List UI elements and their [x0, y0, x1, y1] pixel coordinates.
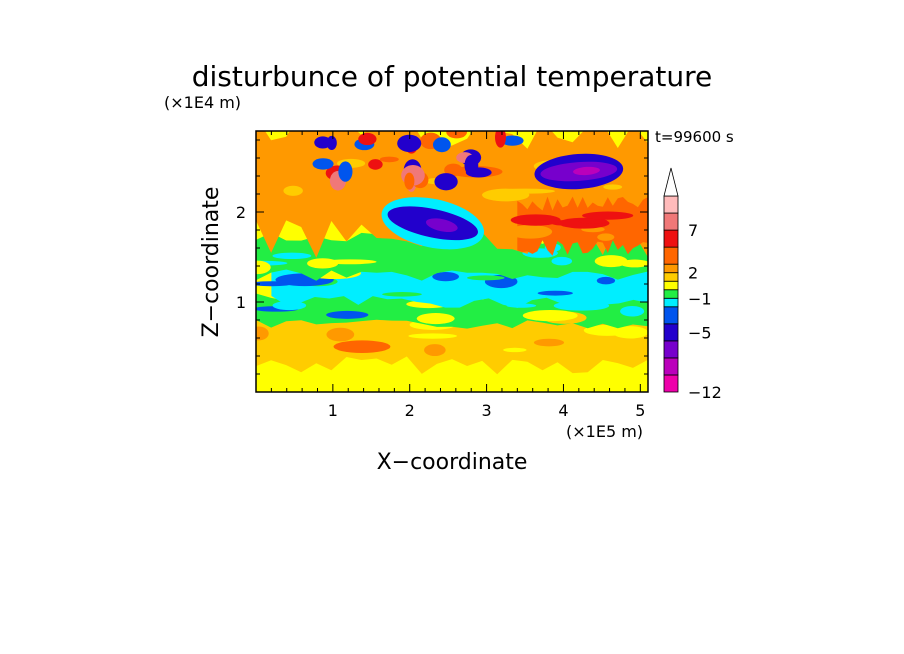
- colorbar-swatch: [663, 195, 679, 214]
- x-axis-label: X−coordinate: [377, 450, 528, 475]
- x-tick-label: 4: [558, 401, 568, 420]
- y-tick-label: 1: [236, 293, 246, 312]
- plot-frame: [255, 130, 649, 393]
- colorbar-swatch: [663, 306, 679, 325]
- colorbar-label: −5: [688, 323, 712, 342]
- region-top-warm-cells: [312, 131, 524, 192]
- colorbar-swatch: [663, 323, 679, 342]
- y-unit-label: (×1E4 m): [164, 93, 241, 112]
- colorbar: −12−5−127: [663, 167, 722, 402]
- colorbar-swatch: [663, 272, 679, 282]
- x-tick-label: 2: [405, 401, 415, 420]
- colorbar-swatch: [663, 212, 679, 231]
- colorbar-swatch: [663, 246, 679, 265]
- region-upper-right-cold-cell: [534, 153, 624, 190]
- y-tick-label: 2: [236, 203, 246, 222]
- contour-field: [256, 131, 648, 392]
- colorbar-label: 2: [688, 264, 698, 283]
- colorbar-swatch: [663, 280, 679, 291]
- region-central-cold-streak: [381, 197, 485, 250]
- colorbar-label: −1: [688, 289, 712, 308]
- x-tick-label: 5: [635, 401, 645, 420]
- chart-title: disturbunce of potential temperature: [192, 60, 713, 93]
- y-axis: 12: [236, 139, 648, 375]
- x-axis: 1 2 3 4 5: [270, 131, 645, 420]
- x-unit-label: (×1E5 m): [566, 422, 643, 441]
- colorbar-extend-arrow: [663, 167, 679, 197]
- region-upper-right-warm-band: [508, 196, 648, 256]
- colorbar-label: 7: [688, 221, 698, 240]
- colorbar-label: −12: [688, 383, 722, 402]
- colorbar-swatch: [663, 289, 679, 299]
- time-label: t=99600 s: [655, 128, 734, 146]
- colorbar-swatch: [663, 297, 679, 308]
- colorbar-swatch: [663, 263, 679, 274]
- x-tick-label: 3: [481, 401, 491, 420]
- y-axis-label: Z−coordinate: [199, 187, 224, 338]
- x-tick-label: 1: [328, 401, 338, 420]
- colorbar-swatch: [663, 229, 679, 248]
- colorbar-swatch: [663, 340, 679, 359]
- colorbar-swatch: [663, 374, 679, 393]
- colorbar-swatch: [663, 357, 679, 376]
